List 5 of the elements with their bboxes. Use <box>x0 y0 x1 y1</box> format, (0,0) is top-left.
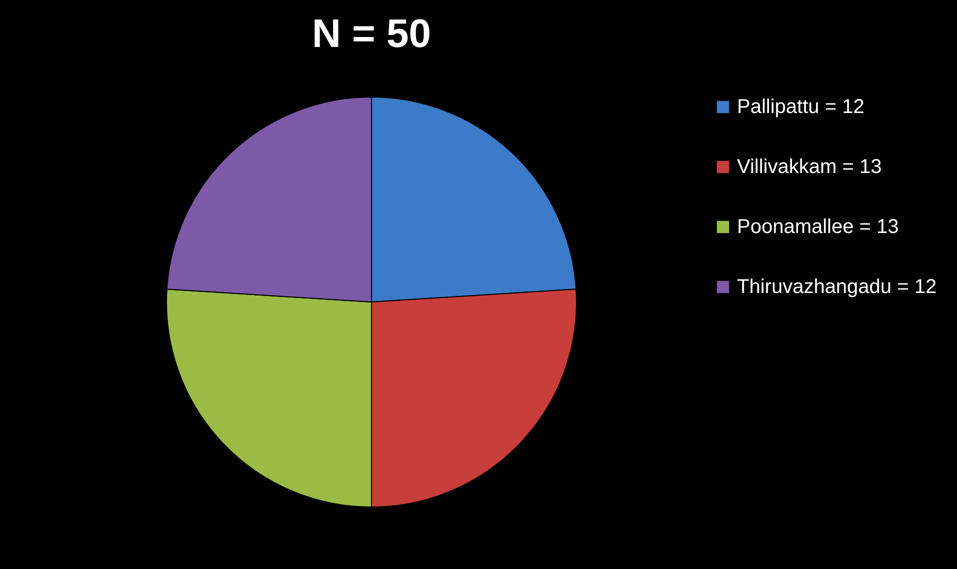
legend-label: Poonamallee = 13 <box>737 216 899 238</box>
legend-label: Pallipattu = 12 <box>737 96 864 118</box>
legend-label: Thiruvazhangadu = 12 <box>737 276 937 298</box>
chart-title: N = 50 <box>312 12 431 56</box>
legend-label: Villivakkam = 13 <box>737 156 882 178</box>
